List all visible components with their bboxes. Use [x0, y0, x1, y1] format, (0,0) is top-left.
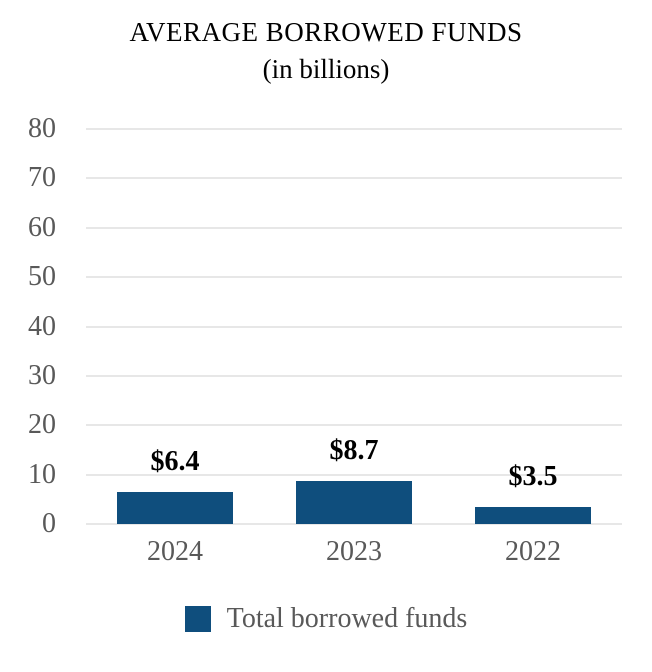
y-tick-label-80: 80 — [28, 113, 56, 144]
y-tick-label-60: 60 — [28, 211, 56, 243]
legend-label: Total borrowed funds — [226, 603, 468, 634]
gridline-y-30 — [86, 374, 622, 377]
y-tick-label-40: 40 — [28, 310, 56, 342]
y-tick-label-20: 20 — [28, 409, 56, 441]
gridline-y-70 — [86, 177, 622, 180]
y-tick-label-0: 0 — [42, 508, 56, 539]
bar-2023 — [296, 481, 412, 524]
gridline-y-40 — [86, 325, 622, 328]
x-axis-label-2024: 2024 — [147, 536, 203, 567]
x-axis-label-2022: 2022 — [505, 536, 561, 567]
bar-2024 — [117, 492, 233, 524]
gridline-y-50 — [86, 276, 622, 279]
bar-2022 — [475, 507, 591, 524]
bar-value-label-2024: $6.4 — [150, 446, 200, 477]
gridline-y-20 — [86, 424, 622, 427]
x-axis-label-2023: 2023 — [326, 536, 382, 567]
legend-swatch-icon — [184, 606, 211, 632]
legend: Total borrowed funds — [0, 602, 652, 636]
y-tick-label-50: 50 — [28, 261, 56, 293]
gridline-y-80 — [86, 128, 622, 130]
y-tick-label-10: 10 — [28, 458, 56, 490]
gridline-y-0 — [86, 523, 622, 525]
chart-title-block: AVERAGE BORROWED FUNDS (in billions) — [0, 14, 652, 87]
gridline-y-10 — [86, 473, 622, 476]
chart-title: AVERAGE BORROWED FUNDS — [129, 17, 523, 47]
bar-value-label-2023: $8.7 — [329, 435, 379, 466]
y-tick-label-70: 70 — [28, 162, 56, 194]
y-tick-label-30: 30 — [28, 359, 56, 391]
gridline-y-60 — [86, 226, 622, 229]
chart-subtitle: (in billions) — [262, 54, 390, 84]
bar-value-label-2022: $3.5 — [508, 461, 558, 492]
